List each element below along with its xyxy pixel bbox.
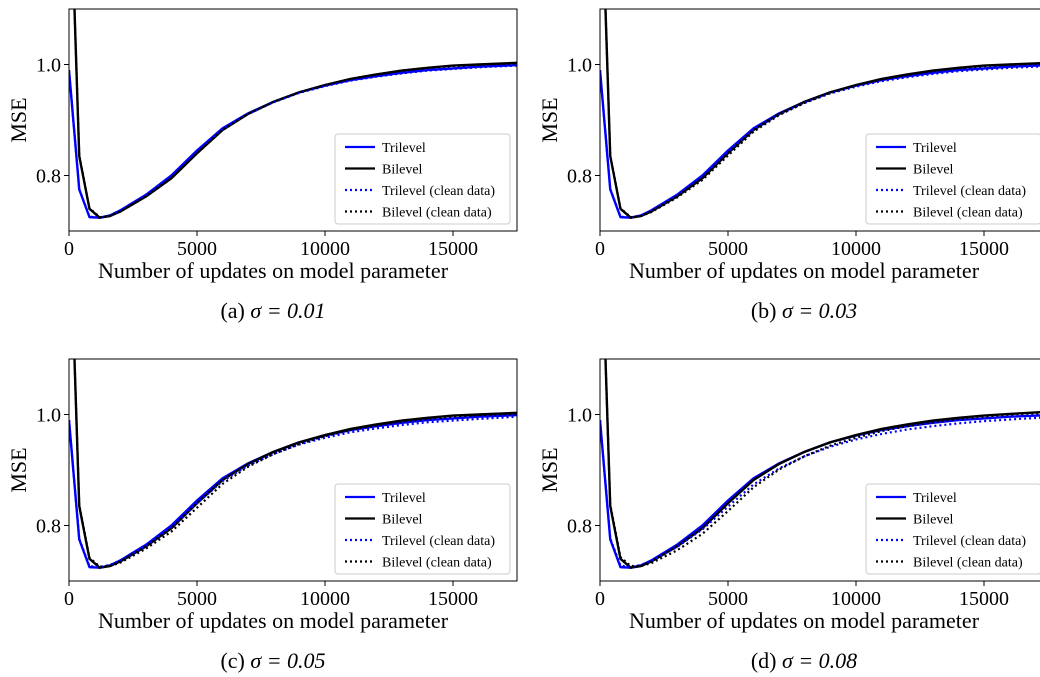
- x-axis-label: Number of updates on model parameter: [98, 258, 449, 283]
- legend-label: Trilevel (clean data): [382, 184, 495, 199]
- series-line-trilevel-clean-data: [600, 416, 1040, 569]
- series-line-trilevel-clean-data: [600, 65, 1040, 219]
- legend: Trilevel Bilevel Trilevel (clean data) Bile…: [334, 133, 511, 225]
- caption-letter: (c): [220, 648, 250, 673]
- y-tick-label: 0.8: [567, 516, 592, 538]
- legend: Trilevel Bilevel Trilevel (clean data) Bile…: [865, 133, 1040, 225]
- legend-box: [334, 483, 511, 575]
- plot-frame: [599, 358, 1040, 582]
- series-line-bilevel-clean-data: [73, 359, 517, 568]
- y-tick-label: 0.8: [36, 166, 61, 188]
- legend-label: Bilevel (clean data): [913, 556, 1023, 571]
- series-group: [600, 359, 1040, 569]
- plot-frame: [68, 358, 518, 582]
- y-tick-label: 0.8: [567, 166, 592, 188]
- x-tick-label: 10000: [831, 238, 881, 260]
- series-group: [69, 9, 517, 219]
- subplot-caption: (d) σ = 0.08: [751, 648, 857, 673]
- legend-label: Trilevel: [382, 141, 426, 156]
- plot-frame: [68, 8, 518, 232]
- y-axis-label: MSE: [537, 97, 562, 142]
- x-tick-label: 15000: [959, 238, 1009, 260]
- legend-label: Bilevel: [382, 513, 423, 528]
- x-tick-label: 0: [64, 588, 74, 610]
- legend-box: [334, 133, 511, 225]
- caption-sigma: σ = 0.01: [250, 298, 325, 323]
- subplot-2: 0 5000 10000 15000 0.8 1.0 Number of updates o…: [537, 8, 1040, 323]
- legend-label: Trilevel (clean data): [913, 534, 1026, 549]
- y-axis-label: MSE: [6, 447, 31, 492]
- series-line-bilevel: [73, 359, 517, 569]
- y-tick-label: 1.0: [36, 405, 61, 427]
- caption-sigma: σ = 0.08: [782, 648, 857, 673]
- series-line-bilevel-clean-data: [604, 9, 1040, 219]
- x-tick-label: 15000: [959, 588, 1009, 610]
- legend-box: [865, 483, 1040, 575]
- x-tick-label: 5000: [708, 238, 748, 260]
- legend: Trilevel Bilevel Trilevel (clean data) Bile…: [865, 483, 1040, 575]
- caption-letter: (b): [751, 298, 782, 323]
- legend-label: Trilevel (clean data): [382, 534, 495, 549]
- x-axis-label: Number of updates on model parameter: [629, 258, 980, 283]
- y-tick-label: 0.8: [36, 516, 61, 538]
- legend-box: [865, 133, 1040, 225]
- legend-label: Bilevel: [913, 163, 954, 178]
- series-line-bilevel: [604, 359, 1040, 569]
- legend-label: Trilevel: [382, 491, 426, 506]
- subplot-4: 0 5000 10000 15000 0.8 1.0 Number of updates o…: [537, 358, 1040, 673]
- x-tick-label: 15000: [428, 238, 478, 260]
- plot-frame: [599, 8, 1040, 232]
- x-tick-label: 5000: [177, 588, 217, 610]
- x-axis-label: Number of updates on model parameter: [629, 608, 980, 633]
- caption-sigma: σ = 0.03: [782, 298, 857, 323]
- series-line-bilevel-clean-data: [73, 9, 517, 219]
- y-tick-label: 1.0: [36, 55, 61, 77]
- caption-letter: (a): [220, 298, 250, 323]
- legend-label: Bilevel (clean data): [382, 556, 492, 571]
- caption-letter: (d): [751, 648, 782, 673]
- legend-label: Bilevel: [382, 163, 423, 178]
- x-tick-label: 0: [64, 238, 74, 260]
- legend-label: Trilevel: [913, 141, 957, 156]
- subplot-3: 0 5000 10000 15000 0.8 1.0 Number of updates o…: [6, 358, 518, 673]
- series-group: [69, 359, 517, 569]
- legend-label: Bilevel: [913, 513, 954, 528]
- x-tick-label: 10000: [300, 588, 350, 610]
- x-tick-label: 0: [595, 588, 605, 610]
- x-tick-label: 10000: [300, 238, 350, 260]
- x-tick-label: 15000: [428, 588, 478, 610]
- caption-sigma: σ = 0.05: [250, 648, 325, 673]
- subplot-caption: (b) σ = 0.03: [751, 298, 857, 323]
- subplot-caption: (c) σ = 0.05: [220, 648, 325, 673]
- subplot-caption: (a) σ = 0.01: [220, 298, 325, 323]
- x-tick-label: 5000: [177, 238, 217, 260]
- subplot-1: 0 5000 10000 15000 0.8 1.0 Number of updates o…: [6, 8, 518, 323]
- legend-label: Trilevel: [913, 491, 957, 506]
- y-axis-label: MSE: [6, 97, 31, 142]
- x-axis-label: Number of updates on model parameter: [98, 608, 449, 633]
- x-tick-label: 10000: [831, 588, 881, 610]
- legend-label: Bilevel (clean data): [913, 206, 1023, 221]
- legend: Trilevel Bilevel Trilevel (clean data) Bile…: [334, 483, 511, 575]
- series-group: [600, 9, 1040, 219]
- x-tick-label: 0: [595, 238, 605, 260]
- y-tick-label: 1.0: [567, 55, 592, 77]
- y-tick-label: 1.0: [567, 405, 592, 427]
- y-axis-label: MSE: [537, 447, 562, 492]
- legend-label: Bilevel (clean data): [382, 206, 492, 221]
- legend-label: Trilevel (clean data): [913, 184, 1026, 199]
- x-tick-label: 5000: [708, 588, 748, 610]
